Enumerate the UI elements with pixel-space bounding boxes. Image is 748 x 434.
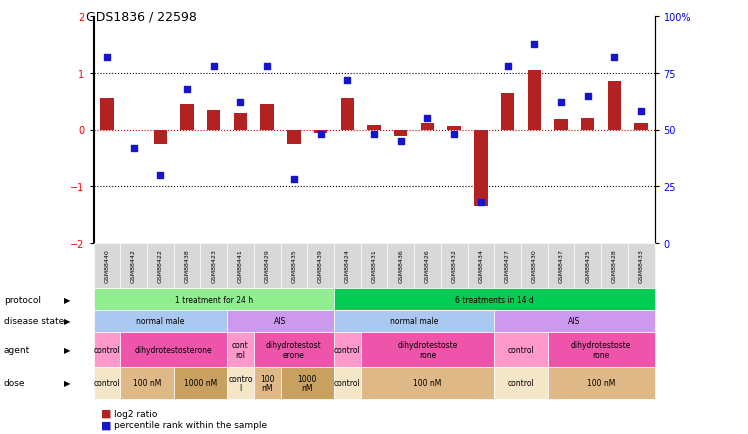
Text: dihydrotestoste
rone: dihydrotestoste rone [397, 340, 458, 358]
Bar [420, 123, 434, 130]
Text: disease state: disease state [4, 317, 64, 326]
Point [128, 145, 140, 152]
Point [502, 63, 514, 70]
Point [448, 131, 460, 138]
Bar [501, 94, 514, 130]
Text: 1000
nM: 1000 nM [298, 374, 317, 392]
Text: ■: ■ [101, 408, 111, 418]
Text: 1 treatment for 24 h: 1 treatment for 24 h [174, 295, 253, 304]
Text: GSM88422: GSM88422 [158, 249, 163, 283]
Text: ■: ■ [101, 420, 111, 429]
Point [261, 63, 273, 70]
Text: GSM88440: GSM88440 [105, 249, 109, 283]
Point [368, 131, 380, 138]
Point [181, 86, 193, 93]
Point [288, 176, 300, 183]
Text: GSM88441: GSM88441 [238, 249, 243, 283]
Bar [207, 110, 221, 130]
Text: GSM88437: GSM88437 [559, 249, 563, 283]
Bar [340, 99, 354, 130]
Bar [581, 119, 595, 130]
Bar [287, 130, 301, 144]
Text: percentile rank within the sample: percentile rank within the sample [114, 420, 268, 429]
Text: normal male: normal male [390, 317, 438, 326]
Text: control: control [94, 378, 120, 388]
Text: GSM88436: GSM88436 [398, 249, 403, 283]
Text: control: control [508, 378, 534, 388]
Text: 100 nM: 100 nM [132, 378, 161, 388]
Text: dihydrotestost
erone: dihydrotestost erone [266, 340, 322, 358]
Text: normal male: normal male [136, 317, 185, 326]
Point [582, 93, 594, 100]
Text: dose: dose [4, 378, 25, 388]
Text: cont
rol: cont rol [232, 340, 249, 358]
Bar [554, 120, 568, 130]
Text: control: control [334, 378, 361, 388]
Bar [153, 130, 167, 144]
Text: GSM88425: GSM88425 [585, 249, 590, 283]
Text: AIS: AIS [275, 317, 286, 326]
Bar [607, 82, 621, 130]
Text: contro
l: contro l [228, 374, 253, 392]
Point [101, 55, 113, 62]
Point [635, 108, 647, 115]
Text: ▶: ▶ [64, 345, 70, 354]
Text: ▶: ▶ [64, 317, 70, 326]
Text: dihydrotestoste
rone: dihydrotestoste rone [571, 340, 631, 358]
Point [341, 77, 353, 84]
Text: GSM88423: GSM88423 [211, 249, 216, 283]
Point [475, 199, 487, 206]
Point [208, 63, 220, 70]
Text: GSM88424: GSM88424 [345, 249, 350, 283]
Text: 6 treatments in 14 d: 6 treatments in 14 d [455, 295, 533, 304]
Bar [314, 130, 327, 134]
Bar [233, 113, 247, 130]
Point [528, 41, 540, 48]
Text: GSM88431: GSM88431 [372, 249, 376, 283]
Point [315, 131, 327, 138]
Text: GSM88430: GSM88430 [532, 249, 537, 283]
Point [234, 100, 246, 107]
Text: GDS1836 / 22598: GDS1836 / 22598 [86, 11, 197, 24]
Text: protocol: protocol [4, 295, 40, 304]
Text: 100 nM: 100 nM [413, 378, 441, 388]
Text: GSM88434: GSM88434 [479, 249, 483, 283]
Text: dihydrotestosterone: dihydrotestosterone [135, 345, 212, 354]
Text: control: control [94, 345, 120, 354]
Bar [474, 130, 488, 206]
Text: 100 nM: 100 nM [587, 378, 616, 388]
Point [555, 100, 567, 107]
Text: GSM88438: GSM88438 [185, 249, 189, 283]
Bar [367, 126, 381, 130]
Text: control: control [508, 345, 534, 354]
Text: 1000 nM: 1000 nM [184, 378, 217, 388]
Text: GSM88428: GSM88428 [612, 249, 617, 283]
Bar [447, 126, 461, 130]
Text: control: control [334, 345, 361, 354]
Text: GSM88432: GSM88432 [452, 249, 456, 283]
Text: GSM88433: GSM88433 [639, 249, 643, 283]
Bar [634, 123, 648, 130]
Bar [100, 99, 114, 130]
Text: 100
nM: 100 nM [260, 374, 275, 392]
Point [608, 55, 620, 62]
Bar [180, 105, 194, 130]
Text: GSM88435: GSM88435 [292, 249, 296, 283]
Text: GSM88442: GSM88442 [131, 249, 136, 283]
Point [421, 115, 433, 122]
Text: ▶: ▶ [64, 378, 70, 388]
Point [154, 172, 166, 179]
Bar [260, 105, 274, 130]
Text: log2 ratio: log2 ratio [114, 409, 158, 418]
Text: GSM88427: GSM88427 [505, 249, 510, 283]
Text: GSM88439: GSM88439 [318, 249, 323, 283]
Text: AIS: AIS [568, 317, 580, 326]
Text: GSM88429: GSM88429 [265, 249, 269, 283]
Bar [394, 130, 408, 137]
Text: agent: agent [4, 345, 30, 354]
Text: GSM88426: GSM88426 [425, 249, 430, 283]
Text: ▶: ▶ [64, 295, 70, 304]
Point [395, 138, 407, 145]
Bar [527, 71, 541, 130]
